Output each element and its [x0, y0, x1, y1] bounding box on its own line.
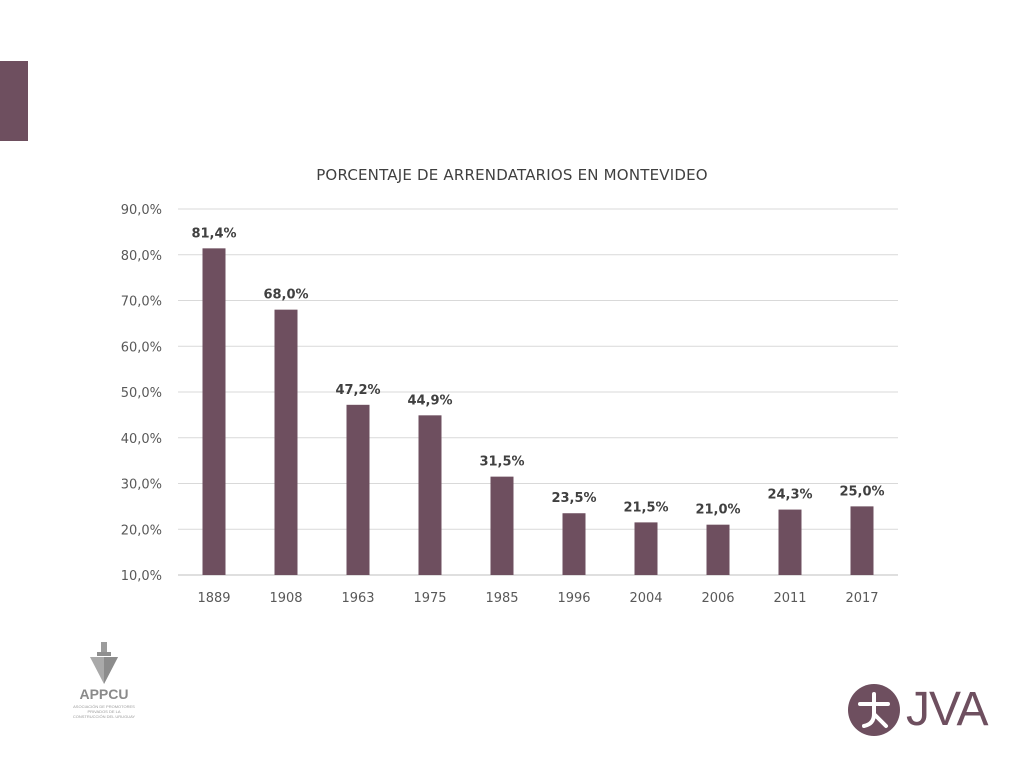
plumb-bob-icon [90, 642, 118, 684]
y-tick-label: 20,0% [121, 523, 162, 538]
y-tick-label: 90,0% [121, 203, 162, 218]
x-tick-label: 1975 [413, 591, 446, 606]
x-tick-label: 1963 [341, 591, 374, 606]
bar [202, 248, 226, 575]
chart-title: PORCENTAJE DE ARRENDATARIOS EN MONTEVIDE… [316, 166, 708, 184]
y-tick-label: 10,0% [121, 569, 162, 584]
data-label: 44,9% [407, 393, 452, 408]
accent-bar [0, 61, 28, 141]
bar [490, 476, 514, 575]
x-tick-label: 1908 [269, 591, 302, 606]
y-tick-label: 70,0% [121, 295, 162, 310]
bar [778, 509, 802, 575]
bar [346, 404, 370, 575]
x-tick-label: 1996 [557, 591, 590, 606]
bar [418, 415, 442, 575]
data-label: 68,0% [263, 288, 308, 303]
jva-name: JVA [906, 683, 988, 736]
y-tick-label: 60,0% [121, 340, 162, 355]
data-label: 47,2% [335, 383, 380, 398]
bar [634, 522, 658, 575]
data-label: 25,0% [839, 484, 884, 499]
data-label: 24,3% [767, 488, 812, 503]
data-label: 23,5% [551, 491, 596, 506]
bar [850, 506, 874, 575]
bar [274, 309, 298, 575]
jva-monogram-icon [848, 684, 900, 736]
jva-logo: JVA [846, 682, 996, 744]
data-label: 21,0% [695, 503, 740, 518]
x-tick-label: 2011 [773, 591, 806, 606]
x-tick-label: 1889 [197, 591, 230, 606]
x-tick-label: 2006 [701, 591, 734, 606]
y-tick-label: 30,0% [121, 478, 162, 493]
appcu-subtitle: ASOCIACIÓN DE PROMOTORES PRIVADOS DE LA … [72, 704, 136, 719]
bar [706, 524, 730, 575]
data-label: 21,5% [623, 500, 668, 515]
appcu-logo: APPCU ASOCIACIÓN DE PROMOTORES PRIVADOS … [66, 640, 146, 730]
x-tick-label: 1985 [485, 591, 518, 606]
y-tick-label: 40,0% [121, 432, 162, 447]
y-tick-label: 50,0% [121, 386, 162, 401]
x-tick-label: 2017 [845, 591, 878, 606]
data-label: 81,4% [191, 226, 236, 241]
y-tick-label: 80,0% [121, 249, 162, 264]
appcu-name: APPCU [79, 686, 129, 702]
bar [562, 513, 586, 575]
data-label: 31,5% [479, 455, 524, 470]
x-tick-label: 2004 [629, 591, 662, 606]
